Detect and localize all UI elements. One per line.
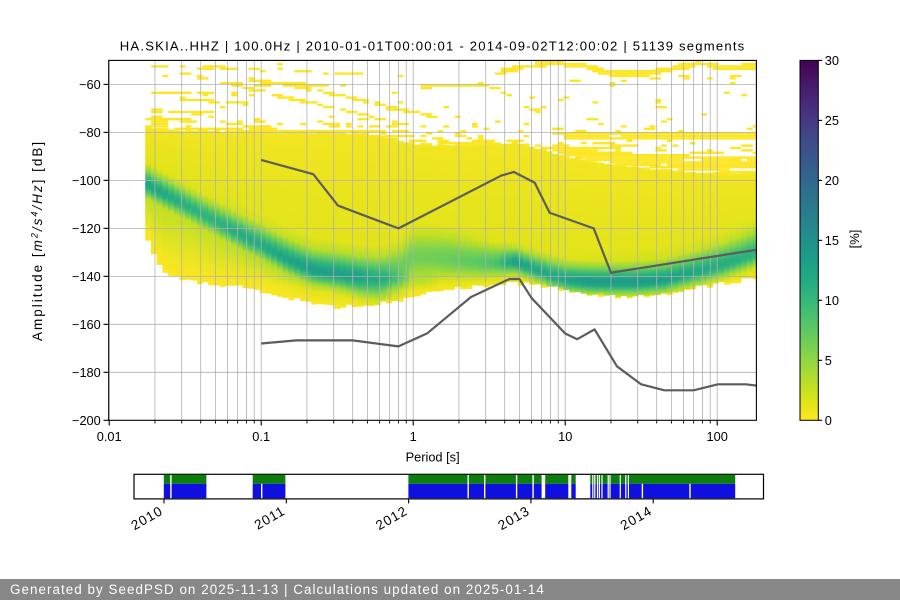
svg-text:30: 30 [825,53,839,68]
svg-text:−200: −200 [72,413,101,428]
svg-text:25: 25 [825,113,839,128]
svg-text:20: 20 [825,173,839,188]
svg-text:0.1: 0.1 [252,429,270,444]
svg-text:[%]: [%] [847,230,862,249]
svg-text:5: 5 [825,353,832,368]
svg-text:100: 100 [707,429,728,444]
svg-text:Amplitude [m2/s4/Hz] [dB]: Amplitude [m2/s4/Hz] [dB] [30,140,46,341]
svg-text:10: 10 [825,293,839,308]
svg-text:−160: −160 [72,317,101,332]
svg-text:15: 15 [825,233,839,248]
svg-text:−180: −180 [72,365,101,380]
svg-text:−120: −120 [72,221,101,236]
svg-text:10: 10 [558,429,572,444]
svg-text:−100: −100 [72,173,101,188]
svg-text:−60: −60 [79,77,101,92]
svg-text:1: 1 [410,429,417,444]
svg-text:−140: −140 [72,269,101,284]
svg-text:Period [s]: Period [s] [406,449,460,464]
svg-text:0.01: 0.01 [97,429,122,444]
svg-text:−80: −80 [79,125,101,140]
svg-text:0: 0 [825,413,832,428]
svg-text:HA.SKIA..HHZ | 100.0Hz | 2010-: HA.SKIA..HHZ | 100.0Hz | 2010-01-01T00:0… [120,38,746,53]
